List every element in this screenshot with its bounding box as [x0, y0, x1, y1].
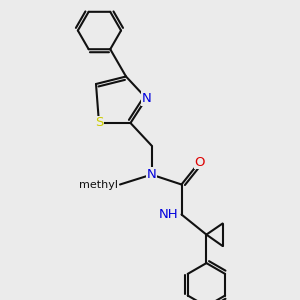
Text: N: N: [147, 168, 156, 181]
Text: S: S: [95, 116, 103, 130]
Text: N: N: [142, 92, 151, 105]
Text: O: O: [194, 155, 205, 169]
Text: NH: NH: [159, 208, 178, 221]
Text: methyl: methyl: [79, 179, 118, 190]
